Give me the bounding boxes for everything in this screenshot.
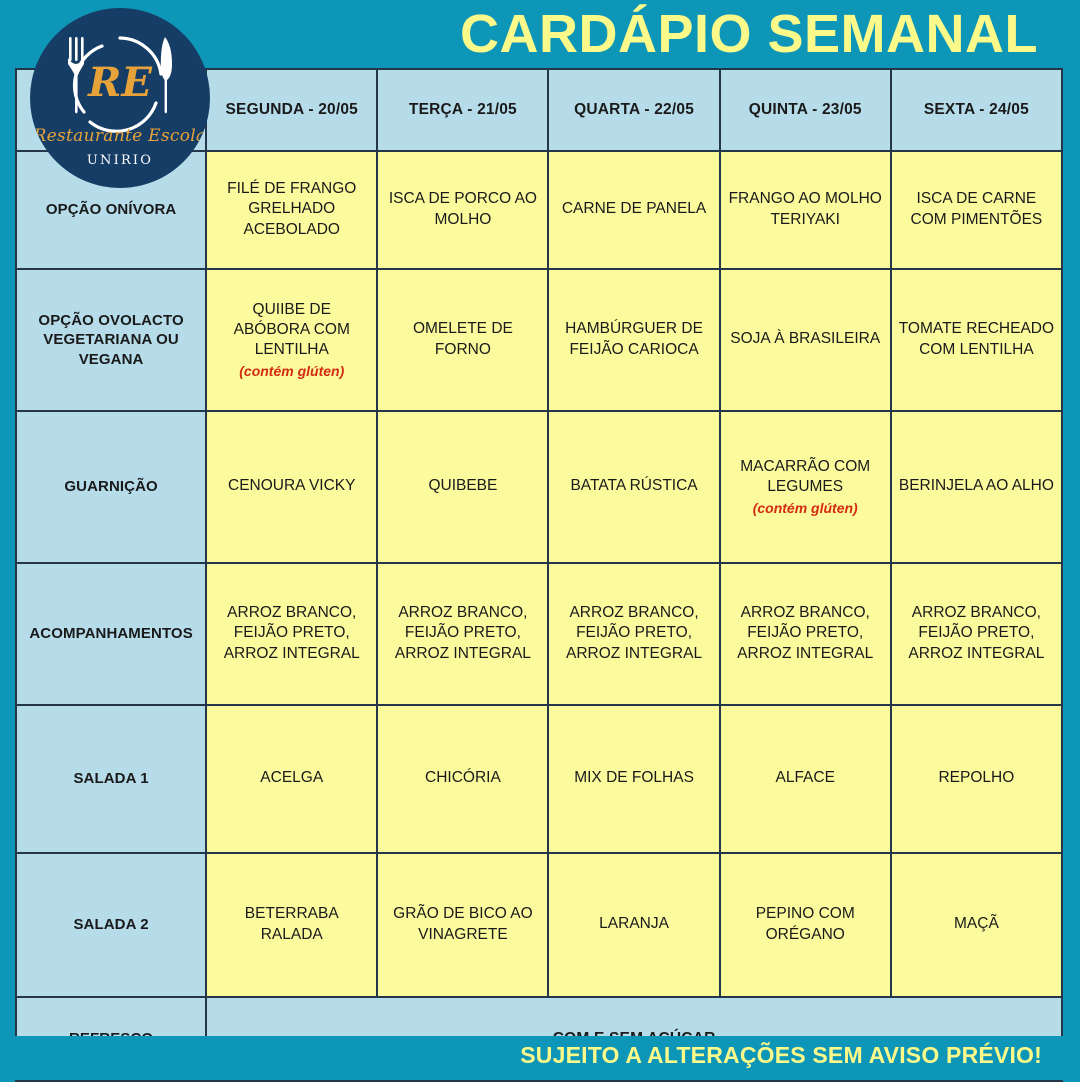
gluten-note: (contém glúten) [239,362,345,379]
gluten-note: (contém glúten) [752,499,858,516]
menu-cell-text: ARROZ BRANCO, FEIJÃO PRETO, ARROZ INTEGR… [223,603,360,662]
menu-cell: PEPINO COM ORÉGANO [718,852,892,998]
menu-cell: BERINJELA AO ALHO [889,410,1064,564]
menu-cell: FRANGO AO MOLHO TERIYAKI [718,150,892,270]
row-label-salada-2: SALADA 2 [14,852,208,998]
menu-cell: ALFACE [718,704,892,854]
menu-cell-text: QUIIBE DE ABÓBORA COM LENTILHA [233,300,350,359]
table-row: GUARNIÇÃO CENOURA VICKY QUIBEBE BATATA R… [14,410,1064,564]
table-row: OPÇÃO OVOLACTO VEGETARIANA OU VEGANA QUI… [14,268,1064,412]
restaurante-escola-logo: RE Restaurante Escola UNIRIO [30,8,210,188]
menu-cell: ISCA DE CARNE COM PIMENTÕES [889,150,1064,270]
day-header-quarta: QUARTA - 22/05 [547,68,721,152]
menu-cell-text: MACARRÃO COM LEGUMES [740,457,871,496]
logo-plate-cutlery-icon: RE [68,36,172,133]
menu-cell: HAMBÚRGUER DE FEIJÃO CARIOCA [547,268,721,412]
menu-cell-text: BATATA RÚSTICA [570,477,698,495]
menu-cell: ARROZ BRANCO, FEIJÃO PRETO, ARROZ INTEGR… [718,562,892,706]
menu-cell-text: MAÇÃ [954,915,999,933]
menu-cell: GRÃO DE BICO AO VINAGRETE [376,852,550,998]
row-label-onivora: OPÇÃO ONÍVORA [14,150,208,270]
menu-cell-text: ARROZ BRANCO, FEIJÃO PRETO, ARROZ INTEGR… [394,603,531,662]
menu-cell-text: ARROZ BRANCO, FEIJÃO PRETO, ARROZ INTEGR… [737,603,874,662]
menu-cell-text: CHICÓRIA [425,769,501,787]
menu-cell: ACELGA [205,704,379,854]
menu-cell: ISCA DE PORCO AO MOLHO [376,150,550,270]
row-label-vegetariana: OPÇÃO OVOLACTO VEGETARIANA OU VEGANA [14,268,208,412]
menu-cell: CARNE DE PANELA [547,150,721,270]
menu-cell: ARROZ BRANCO, FEIJÃO PRETO, ARROZ INTEGR… [547,562,721,706]
menu-cell-text: REPOLHO [938,769,1015,787]
menu-cell: MACARRÃO COM LEGUMES (contém glúten) [718,410,892,564]
menu-cell-text: OMELETE DE FORNO [412,320,513,358]
row-label-acompanhamentos: ACOMPANHAMENTOS [14,562,208,706]
menu-cell: BETERRABA RALADA [205,852,379,998]
menu-cell-text: LARANJA [599,915,669,933]
row-label-salada-1: SALADA 1 [14,704,208,854]
page-title: CARDÁPIO SEMANAL [459,4,1038,64]
table-row: ACOMPANHAMENTOS ARROZ BRANCO, FEIJÃO PRE… [14,562,1064,706]
menu-cell: QUIIBE DE ABÓBORA COM LENTILHA (contém gl… [205,268,379,412]
weekly-menu-table: SEGUNDA - 20/05 TERÇA - 21/05 QUARTA - 2… [14,68,1064,1082]
menu-cell-text: PEPINO COM ORÉGANO [755,905,855,943]
menu-cell: ARROZ BRANCO, FEIJÃO PRETO, ARROZ INTEGR… [889,562,1064,706]
footer-banner: SUJEITO A ALTERAÇÕES SEM AVISO PRÉVIO! [0,1036,1080,1080]
menu-cell: ARROZ BRANCO, FEIJÃO PRETO, ARROZ INTEGR… [205,562,379,706]
menu-cell-text: FRANGO AO MOLHO TERIYAKI [728,190,882,228]
menu-cell-text: ARROZ BRANCO, FEIJÃO PRETO, ARROZ INTEGR… [908,603,1045,662]
table-row: OPÇÃO ONÍVORA FILÉ DE FRANGO GRELHADO AC… [14,150,1064,270]
menu-cell-text: QUIBEBE [428,477,498,495]
menu-cell: OMELETE DE FORNO [376,268,550,412]
logo-institution: UNIRIO [86,153,154,168]
menu-cell: ARROZ BRANCO, FEIJÃO PRETO, ARROZ INTEGR… [376,562,550,706]
table-row: SALADA 1 ACELGA CHICÓRIA MIX DE FOLHAS A… [14,704,1064,854]
row-label-guarnicao: GUARNIÇÃO [14,410,208,564]
day-header-sexta: SEXTA - 24/05 [889,68,1064,152]
day-header-segunda: SEGUNDA - 20/05 [205,68,379,152]
menu-cell: QUIBEBE [376,410,550,564]
menu-cell: FILÉ DE FRANGO GRELHADO ACEBOLADO [205,150,379,270]
menu-cell: MAÇÃ [889,852,1064,998]
menu-cell-text: HAMBÚRGUER DE FEIJÃO CARIOCA [565,320,703,358]
menu-cell-text: ISCA DE CARNE COM PIMENTÕES [910,190,1043,228]
menu-cell: REPOLHO [889,704,1064,854]
day-header-terca: TERÇA - 21/05 [376,68,550,152]
menu-cell-text: GRÃO DE BICO AO VINAGRETE [393,905,533,943]
menu-cell-text: CARNE DE PANELA [561,200,707,218]
day-header-quinta: QUINTA - 23/05 [718,68,892,152]
menu-cell-text: FILÉ DE FRANGO GRELHADO ACEBOLADO [227,179,357,238]
menu-cell-text: BETERRABA RALADA [244,905,339,943]
menu-cell-text: CENOURA VICKY [228,477,356,495]
menu-cell-text: ARROZ BRANCO, FEIJÃO PRETO, ARROZ INTEGR… [566,603,703,662]
menu-cell-text: SOJA À BRASILEIRA [730,330,881,348]
menu-cell: CENOURA VICKY [205,410,379,564]
menu-cell: CHICÓRIA [376,704,550,854]
logo-wordmark: Restaurante Escola [33,126,207,146]
menu-cell: MIX DE FOLHAS [547,704,721,854]
menu-cell: LARANJA [547,852,721,998]
menu-cell-text: ISCA DE PORCO AO MOLHO [388,190,537,228]
menu-cell: BATATA RÚSTICA [547,410,721,564]
menu-cell-text: MIX DE FOLHAS [574,769,694,787]
disclaimer-note: SUJEITO A ALTERAÇÕES SEM AVISO PRÉVIO! [520,1042,1042,1068]
menu-cell-text: BERINJELA AO ALHO [898,477,1054,495]
menu-cell: SOJA À BRASILEIRA [718,268,892,412]
menu-cell-text: TOMATE RECHEADO COM LENTILHA [898,320,1055,358]
table-row: SALADA 2 BETERRABA RALADA GRÃO DE BICO A… [14,852,1064,998]
menu-cell: TOMATE RECHEADO COM LENTILHA [889,268,1064,412]
menu-cell-text: ALFACE [775,769,835,787]
menu-cell-text: ACELGA [260,769,324,787]
logo-monogram: RE [87,59,152,106]
